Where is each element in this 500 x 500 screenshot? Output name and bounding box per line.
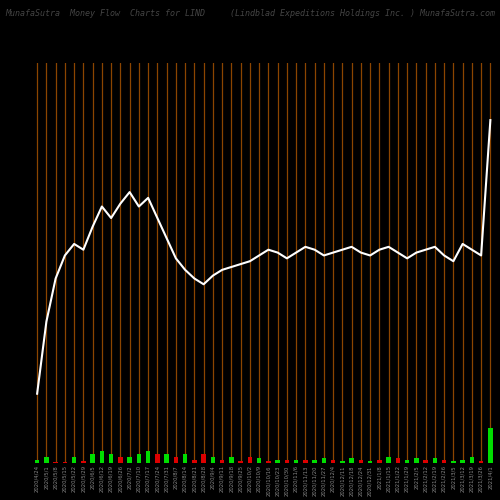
Bar: [220, 460, 224, 462]
Bar: [284, 460, 289, 462]
Bar: [276, 460, 280, 462]
Bar: [257, 458, 262, 462]
Bar: [340, 461, 344, 462]
Bar: [312, 460, 317, 462]
Bar: [118, 457, 122, 462]
Bar: [229, 457, 234, 462]
Bar: [294, 460, 298, 462]
Text: (Lindblad Expeditions Holdings Inc. ) MunafaSutra.com: (Lindblad Expeditions Holdings Inc. ) Mu…: [230, 8, 495, 18]
Bar: [128, 457, 132, 462]
Bar: [100, 451, 104, 462]
Bar: [479, 461, 484, 462]
Bar: [488, 428, 492, 462]
Bar: [358, 460, 363, 462]
Bar: [109, 454, 114, 462]
Bar: [424, 460, 428, 462]
Bar: [470, 457, 474, 462]
Bar: [183, 454, 188, 462]
Bar: [377, 460, 382, 462]
Bar: [331, 460, 336, 462]
Bar: [44, 457, 48, 462]
Bar: [368, 461, 372, 462]
Bar: [451, 461, 456, 462]
Bar: [174, 457, 178, 462]
Bar: [460, 460, 465, 462]
Bar: [405, 460, 409, 462]
Bar: [90, 454, 95, 462]
Bar: [202, 454, 206, 462]
Bar: [155, 454, 160, 462]
Bar: [350, 458, 354, 462]
Bar: [266, 461, 270, 462]
Bar: [396, 458, 400, 462]
Bar: [146, 451, 150, 462]
Bar: [414, 458, 418, 462]
Text: MunafaSutra  Money Flow  Charts for LIND: MunafaSutra Money Flow Charts for LIND: [5, 8, 205, 18]
Bar: [35, 460, 40, 462]
Bar: [442, 460, 446, 462]
Bar: [432, 458, 437, 462]
Bar: [386, 457, 391, 462]
Bar: [72, 457, 76, 462]
Bar: [136, 454, 141, 462]
Bar: [303, 460, 308, 462]
Bar: [210, 457, 215, 462]
Bar: [192, 460, 196, 462]
Bar: [81, 461, 86, 462]
Bar: [322, 458, 326, 462]
Bar: [248, 457, 252, 462]
Bar: [164, 454, 169, 462]
Bar: [238, 461, 243, 462]
